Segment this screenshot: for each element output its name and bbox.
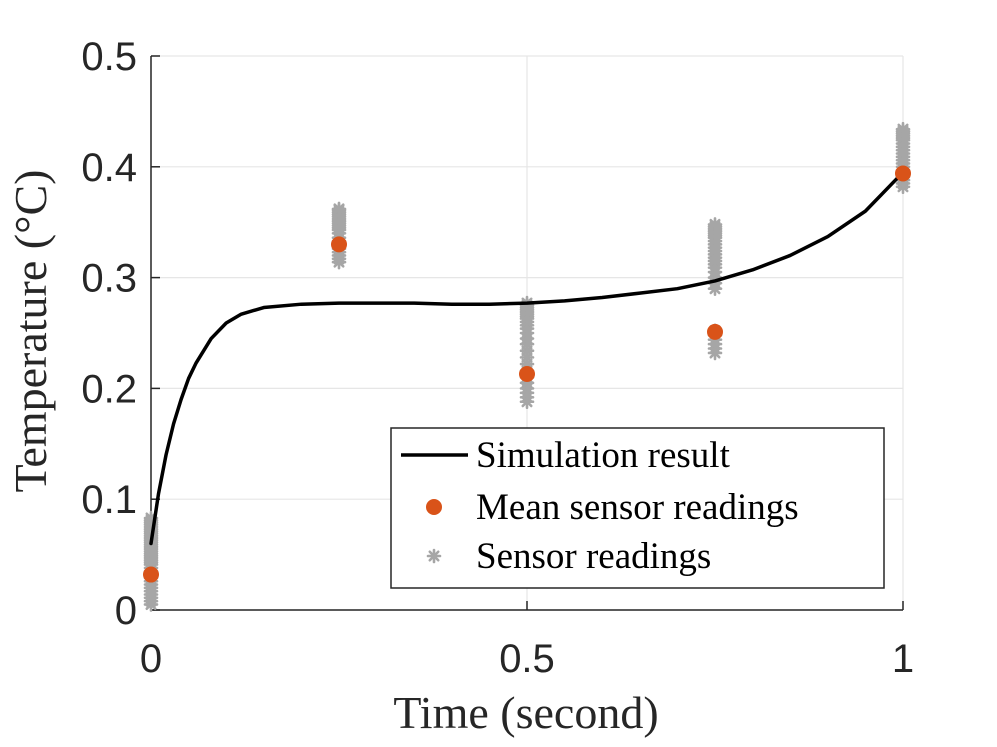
y-tick-label: 0	[115, 589, 137, 633]
y-tick-label: 0.5	[81, 35, 137, 79]
x-axis-title: Time (second)	[393, 687, 658, 738]
x-tick-label: 1	[892, 637, 914, 681]
sensor-reading-point	[331, 201, 347, 217]
tick-labels: 0 0.1 0.2 0.3 0.4 0.5 0 0.5 1	[81, 35, 914, 681]
legend-label-simulation: Simulation result	[476, 435, 731, 476]
sensor-reading-point	[707, 217, 723, 232]
mean-sensor-reading-point	[331, 236, 347, 253]
y-tick-label: 0.2	[81, 367, 137, 411]
legend-sensor-asterisk	[426, 548, 442, 564]
mean-sensor-reading-point	[143, 566, 159, 583]
legend-marker-mean	[426, 499, 442, 515]
mean-sensor-reading-point	[895, 165, 911, 182]
y-tick-label: 0.1	[81, 478, 137, 522]
y-tick-label: 0.4	[81, 146, 137, 190]
plot-area	[143, 121, 911, 612]
x-tick-label: 0.5	[499, 637, 555, 681]
y-axis-title: Temperature (°C)	[5, 170, 56, 493]
legend-label-mean: Mean sensor readings	[476, 487, 799, 528]
legend-label-sensor: Sensor readings	[476, 536, 711, 577]
legend-marker-sensor	[426, 548, 442, 564]
mean-sensor-reading-point	[707, 323, 723, 340]
sensor-reading-point	[895, 121, 911, 137]
mean-sensor-reading-point	[519, 365, 535, 382]
x-tick-label: 0	[140, 637, 162, 681]
legend-box	[390, 427, 885, 589]
y-tick-label: 0.3	[81, 257, 137, 301]
legend: Simulation result Mean sensor readings S…	[390, 427, 885, 589]
simulation-result-line	[149, 170, 905, 546]
